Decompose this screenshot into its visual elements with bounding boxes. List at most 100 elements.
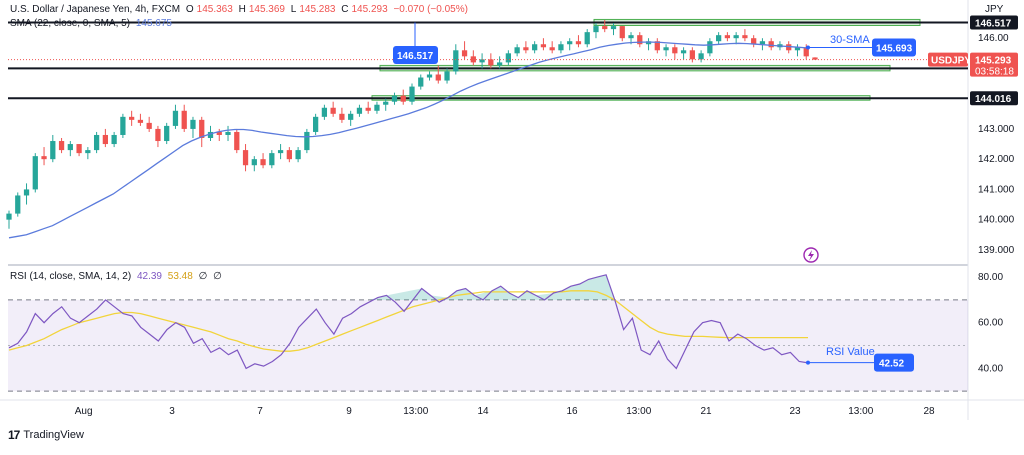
time-tick-label: 21 [701, 406, 713, 417]
low-label: L [290, 4, 297, 15]
symbol-title: U.S. Dollar / Japanese Yen, 4h, FXCM [10, 4, 181, 15]
candle-body [199, 119, 205, 138]
candle-body [365, 107, 371, 111]
candle-body [181, 110, 187, 129]
candle-body [348, 113, 354, 120]
candle-body [628, 35, 634, 39]
candle-body [567, 41, 573, 45]
watermark-text: TradingView [23, 429, 84, 441]
peak-badge-label: 146.517 [397, 51, 434, 62]
candle-body [321, 107, 328, 117]
candle-body [523, 47, 529, 51]
rsi-sma-legend-value: 53.48 [167, 271, 193, 282]
candle-body [558, 44, 564, 51]
time-tick-label: 9 [346, 406, 352, 417]
close-label: C [341, 4, 349, 15]
sma-annotation-text: 30-SMA [830, 34, 870, 46]
candle-body [190, 119, 196, 129]
candle-body [672, 47, 678, 54]
sma-badge-box [872, 38, 916, 57]
rsi-legend-extra-1: ∅ [198, 271, 208, 282]
candle-body [234, 131, 240, 151]
rsi-tick-label: 80.00 [978, 272, 1003, 283]
rsi-badge-label: 42.52 [879, 359, 904, 370]
candle-body [32, 156, 38, 190]
candle-body [514, 47, 520, 54]
candle-body [444, 71, 450, 81]
candle-body [637, 35, 643, 45]
price-tick-label: 139.000 [978, 245, 1015, 256]
candle-body [549, 47, 555, 51]
high-label: H [238, 4, 246, 15]
candle-body [654, 41, 660, 51]
candle-body [23, 189, 30, 196]
time-tick-label: 13:00 [403, 406, 428, 417]
change-value: −0.070 (−0.05%) [393, 4, 468, 15]
candle-body [251, 159, 257, 166]
rsi-tick-label: 40.00 [978, 363, 1003, 374]
candle-body [225, 131, 231, 135]
candle-body [400, 95, 406, 102]
candle-body [426, 74, 433, 78]
candle-body [41, 156, 47, 160]
currency-label: JPY [985, 4, 1004, 15]
candle-body [575, 41, 582, 45]
event-marker-icon [803, 247, 819, 263]
candle-body [76, 144, 82, 154]
candle-body [242, 150, 249, 166]
candle-body [488, 59, 494, 66]
candle-body [593, 26, 599, 33]
sma-legend-title: SMA (22, close, 0, SMA, 5) [10, 18, 131, 29]
candle-body [505, 53, 511, 63]
price-tick-label: 143.000 [978, 124, 1015, 135]
candle-body [50, 141, 56, 160]
candle-body [391, 95, 398, 102]
level-price-label: 144.016 [975, 94, 1012, 105]
candle-body [313, 116, 319, 132]
open-label: O [185, 4, 194, 15]
candle-body [602, 26, 608, 30]
candle-body [216, 131, 222, 135]
candle-body [85, 150, 91, 154]
candle-body [6, 213, 12, 220]
rsi-annotation-text: RSI Value [826, 346, 875, 358]
candle-body [786, 44, 792, 51]
ticker-tag-box [928, 52, 968, 67]
level-price-tag [970, 91, 1018, 106]
countdown-label: 03:58:18 [975, 67, 1014, 78]
candle-body [356, 107, 363, 114]
time-tick-label: 3 [169, 406, 175, 417]
candle-body [540, 44, 547, 48]
candle-body [803, 47, 809, 57]
ticker-tag-label: USDJPY [931, 56, 971, 67]
last-price-tag [970, 52, 1018, 77]
sma-legend-value: 145.675 [135, 18, 172, 29]
time-tick-label: 16 [567, 406, 579, 417]
rsi-legend-title: RSI (14, close, SMA, 14, 2) [10, 271, 132, 282]
candle-body [277, 150, 284, 154]
candle-body [794, 47, 801, 51]
high-value: 145.369 [248, 4, 285, 15]
candle-body [137, 119, 144, 123]
level-price-label: 146.517 [975, 19, 1012, 30]
rsi-tick-label: 60.00 [978, 318, 1003, 329]
candle-body [812, 57, 818, 60]
candle-body [15, 195, 21, 214]
candle-body [164, 125, 170, 142]
candle-body [67, 144, 73, 151]
candle-body [584, 32, 590, 45]
price-tick-label: 141.000 [978, 184, 1015, 195]
candle-body [269, 153, 275, 166]
candle-body [733, 35, 739, 39]
price-tick-label: 146.00 [978, 33, 1009, 44]
candle-body [479, 59, 485, 63]
peak-badge-box [393, 46, 438, 64]
rsi-legend-value: 42.39 [136, 271, 162, 282]
candle-body [663, 47, 669, 51]
candle-body [532, 44, 538, 51]
price-tick-label: 142.000 [978, 154, 1015, 165]
candle-body [698, 53, 704, 60]
